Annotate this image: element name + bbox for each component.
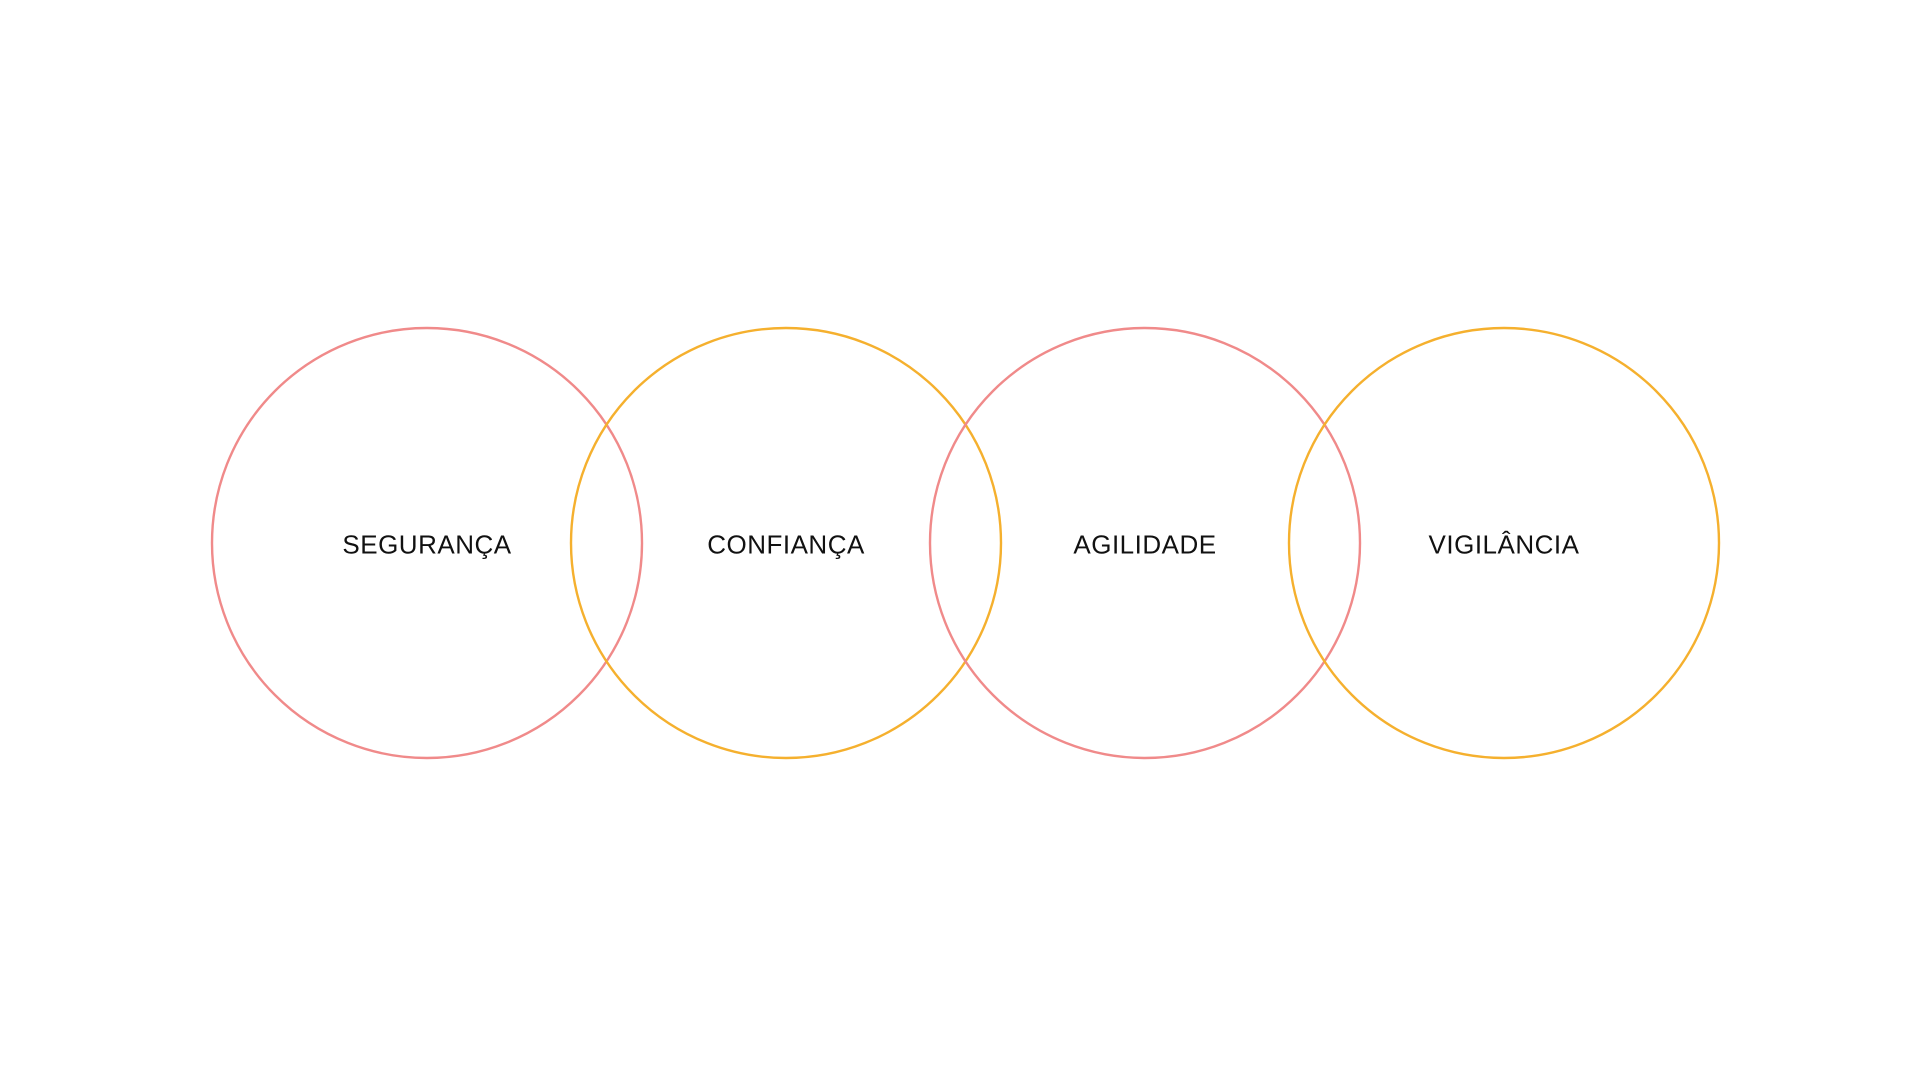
circle-seguranca [210, 326, 644, 760]
label-agilidade: AGILIDADE [1073, 529, 1217, 560]
circle-vigilancia [1287, 326, 1721, 760]
label-seguranca: SEGURANÇA [342, 529, 512, 560]
label-vigilancia: VIGILÂNCIA [1428, 529, 1580, 560]
label-confianca: CONFIANÇA [707, 529, 865, 560]
circle-confianca [569, 326, 1003, 760]
circle-agilidade [928, 326, 1362, 760]
